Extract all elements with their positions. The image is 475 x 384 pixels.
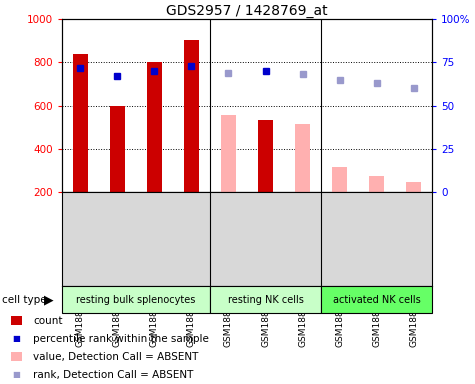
Bar (221, 115, 236, 192)
Text: ■: ■ (13, 370, 20, 379)
Bar (406, 182, 421, 192)
Text: ■: ■ (13, 334, 20, 343)
Text: value, Detection Call = ABSENT: value, Detection Call = ABSENT (33, 352, 199, 362)
Bar (184, 40, 199, 192)
Bar (110, 106, 125, 192)
Bar (321, 286, 432, 313)
Text: resting bulk splenocytes: resting bulk splenocytes (76, 295, 196, 305)
Bar (332, 167, 347, 192)
Bar (73, 54, 88, 192)
Bar (369, 176, 384, 192)
Bar (258, 120, 273, 192)
Text: ▶: ▶ (44, 293, 53, 306)
Text: resting NK cells: resting NK cells (228, 295, 304, 305)
Bar (62, 286, 210, 313)
Text: percentile rank within the sample: percentile rank within the sample (33, 334, 209, 344)
Text: activated NK cells: activated NK cells (333, 295, 420, 305)
Bar (210, 286, 321, 313)
Bar (147, 63, 162, 192)
Text: count: count (33, 316, 63, 326)
Title: GDS2957 / 1428769_at: GDS2957 / 1428769_at (166, 4, 328, 18)
Bar (295, 124, 310, 192)
Text: cell type: cell type (2, 295, 47, 305)
Text: rank, Detection Call = ABSENT: rank, Detection Call = ABSENT (33, 370, 194, 380)
